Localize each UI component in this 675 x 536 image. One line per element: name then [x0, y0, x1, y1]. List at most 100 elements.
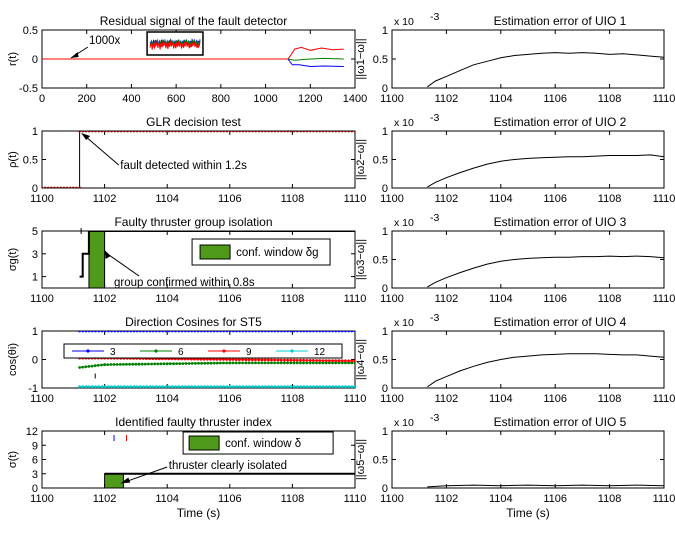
series-marker: [180, 385, 184, 388]
series-marker: [308, 359, 312, 362]
series-marker: [126, 131, 129, 133]
series-marker: [212, 331, 216, 333]
series-marker: [344, 385, 347, 388]
series-marker: [174, 385, 178, 388]
series-marker: [110, 331, 113, 333]
series-marker: [209, 357, 212, 361]
series-marker: [308, 331, 312, 333]
series-marker: [161, 131, 165, 133]
series-marker: [184, 362, 188, 365]
chart-title: Direction Cosines for ST5: [125, 315, 262, 329]
series-marker: [263, 358, 267, 362]
series-marker: [150, 362, 154, 366]
series-line: [427, 353, 664, 388]
x-tick-label: 1100: [30, 393, 54, 405]
series-marker: [353, 331, 355, 333]
x-tick-label: 1108: [598, 193, 622, 205]
series-marker: [190, 131, 194, 133]
x-tick-label: 1100: [30, 493, 54, 505]
data-layer: [42, 46, 344, 68]
series-marker: [276, 361, 280, 365]
series-marker: [103, 385, 107, 388]
series-marker: [231, 131, 235, 133]
y-tick-label: 0: [382, 183, 388, 195]
series-marker: [270, 331, 274, 333]
y-axis-label: ||ω4−ω||: [355, 339, 367, 380]
y-tick-label: 12: [26, 426, 38, 438]
series-marker: [238, 385, 242, 388]
y-tick-label: 0.5: [373, 455, 388, 467]
series-marker: [283, 331, 286, 333]
series-marker: [273, 385, 277, 388]
series-marker: [62, 186, 66, 188]
series-marker: [273, 131, 277, 133]
series-marker: [340, 361, 344, 365]
series-marker: [91, 331, 94, 333]
series-marker: [219, 385, 222, 388]
series-marker: [75, 186, 78, 188]
data-layer: [427, 353, 664, 388]
series-marker: [254, 358, 257, 362]
series-marker: [228, 331, 232, 333]
series-marker: [289, 131, 293, 133]
series-marker: [94, 331, 97, 333]
series-line: [427, 255, 664, 288]
series-marker: [305, 385, 309, 388]
series-marker: [145, 385, 149, 388]
y-tick-label: 9: [32, 440, 38, 452]
series-marker: [139, 331, 142, 333]
chart-R3: Estimation error of UIO 3 1100 1102 1104 110…: [355, 212, 675, 305]
series-marker: [174, 331, 177, 333]
series-marker: [100, 385, 104, 388]
legend-marker: [86, 349, 90, 353]
series-marker: [222, 131, 226, 133]
series-marker: [250, 361, 254, 365]
series-marker: [225, 131, 229, 133]
annotation-label: fault detected within 1.2s: [120, 160, 247, 172]
series-marker: [147, 362, 150, 366]
series-marker: [171, 131, 174, 133]
series-marker: [203, 361, 207, 365]
series-marker: [56, 186, 59, 188]
series-marker: [231, 385, 235, 388]
series-marker: [222, 358, 225, 361]
series-marker: [340, 331, 344, 333]
series-marker: [331, 361, 334, 365]
x-tick-label: 1102: [93, 493, 117, 505]
series-marker: [347, 131, 350, 133]
x-tick-label: 1100: [380, 193, 404, 205]
series-marker: [266, 358, 270, 362]
series-marker: [331, 385, 334, 388]
series-marker: [187, 131, 190, 133]
x-tick-label: 1102: [435, 93, 459, 105]
series-marker: [137, 362, 141, 366]
series-marker: [215, 358, 219, 361]
series-marker: [257, 385, 261, 388]
series-marker: [299, 358, 302, 362]
series-marker: [247, 358, 251, 362]
series-marker: [167, 385, 171, 388]
series-marker: [267, 331, 270, 333]
axis-exponent: x 10: [394, 117, 414, 129]
series-marker: [158, 385, 162, 388]
confidence-window-bar: [88, 231, 106, 288]
series-marker: [334, 361, 338, 365]
x-axis-label: Time (s): [506, 506, 550, 520]
series-marker: [158, 131, 161, 133]
series-marker: [324, 361, 328, 365]
series-marker: [289, 385, 293, 388]
x-tick-label: 1106: [218, 393, 242, 405]
series-marker: [134, 362, 138, 366]
x-tick-label: 1100: [30, 293, 54, 305]
y-tick-label: -0.5: [19, 83, 38, 95]
series-marker: [321, 385, 325, 388]
legend-box: [182, 431, 334, 455]
series-marker: [165, 362, 169, 366]
series-marker: [257, 331, 261, 333]
series-marker: [222, 361, 225, 365]
chart-title: Estimation error of UIO 1: [494, 14, 627, 28]
series-marker: [347, 359, 350, 363]
chart-R1: Estimation error of UIO 1 1100 1102 1104 110…: [355, 11, 675, 105]
series-marker: [238, 131, 242, 133]
series-marker: [78, 366, 81, 369]
